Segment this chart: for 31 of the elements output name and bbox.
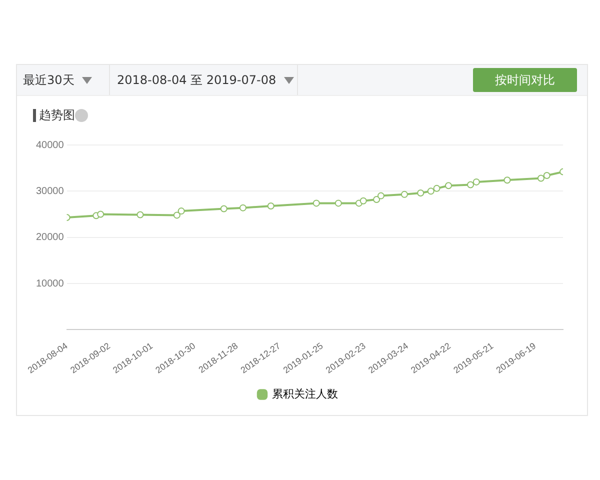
- point: [444, 182, 452, 190]
- point: [178, 208, 185, 215]
- point: [400, 190, 408, 198]
- point: [467, 181, 474, 188]
- legend-label: 累积关注人数: [272, 387, 338, 400]
- point: [504, 176, 511, 184]
- chart-title: 趋势图: [33, 108, 75, 122]
- point: [417, 190, 424, 197]
- point: [312, 200, 320, 207]
- point: [220, 205, 228, 212]
- point: [267, 202, 274, 210]
- point: [239, 204, 246, 212]
- text: 最近30天: [23, 73, 74, 87]
- point: [173, 212, 180, 219]
- point: [97, 210, 104, 218]
- y-tick-label: 10000: [36, 278, 64, 290]
- point: [334, 200, 342, 207]
- point: [373, 196, 380, 203]
- point: [427, 188, 434, 195]
- y-tick-label: 40000: [36, 140, 64, 151]
- text: 按时间对比: [473, 68, 577, 92]
- point: [433, 184, 440, 192]
- point: [472, 178, 480, 186]
- point: [136, 211, 144, 218]
- y-tick-label: 30000: [36, 186, 64, 197]
- point: [377, 192, 384, 200]
- y-tick-label: 20000: [36, 232, 64, 244]
- text: 2018-08-04 至 2019-07-08: [117, 73, 276, 87]
- point: [360, 197, 367, 204]
- point: [537, 174, 544, 182]
- point: [543, 172, 550, 179]
